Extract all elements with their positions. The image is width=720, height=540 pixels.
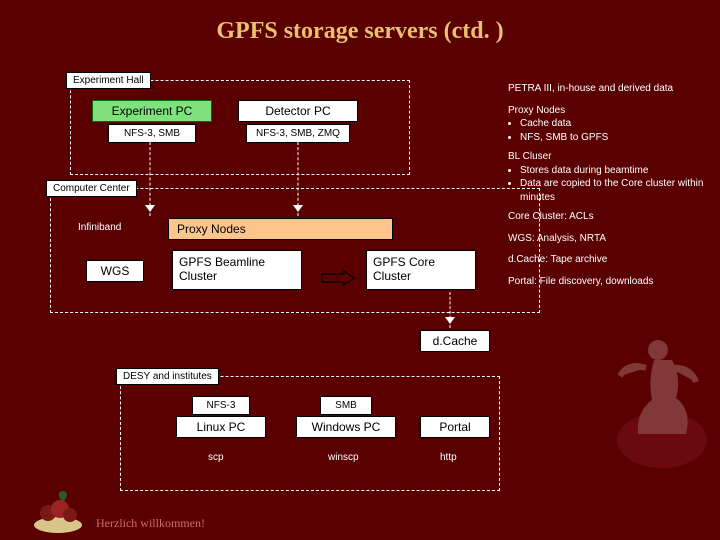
gpfs-beamline-box: GPFS Beamline Cluster xyxy=(172,250,302,290)
wgs-note: WGS: Analysis, NRTA xyxy=(508,232,708,246)
bl-note-list: Stores data during beamtime Data are cop… xyxy=(508,164,708,205)
core-note: Core Cluster: ACLs xyxy=(508,210,708,224)
portal-tool: http xyxy=(440,452,457,463)
arrow-beamline-to-core xyxy=(320,270,356,286)
linux-pc-box: Linux PC xyxy=(176,416,266,438)
linux-tool: scp xyxy=(208,452,224,463)
gpfs-core-box: GPFS Core Cluster xyxy=(366,250,476,290)
portal-box: Portal xyxy=(420,416,490,438)
dcache-note: d.Cache: Tape archive xyxy=(508,253,708,267)
dancer-decoration xyxy=(592,320,712,470)
bl-note-title: BL Cluser xyxy=(508,150,708,164)
wgs-box: WGS xyxy=(86,260,144,282)
windows-protocol: SMB xyxy=(320,396,372,415)
desy-label: DESY and institutes xyxy=(116,368,219,385)
portal-note: Portal: File discovery, downloads xyxy=(508,275,708,289)
notes-block: PETRA III, in-house and derived data Pro… xyxy=(508,82,708,288)
slide-title: GPFS storage servers (ctd. ) xyxy=(0,0,720,45)
petra-note: PETRA III, in-house and derived data xyxy=(508,82,708,96)
proxy-nodes-bar: Proxy Nodes xyxy=(168,218,393,240)
computer-center-label: Computer Center xyxy=(46,180,137,197)
corner-decoration xyxy=(30,489,90,534)
proxy-note-list: Cache data NFS, SMB to GPFS xyxy=(508,117,708,144)
experiment-pc-protocols: NFS-3, SMB xyxy=(108,124,196,143)
proxy-note-title: Proxy Nodes xyxy=(508,104,708,118)
greeting-text: Herzlich willkommen! xyxy=(96,516,205,531)
detector-pc-box: Detector PC xyxy=(238,100,358,122)
experiment-hall-label: Experiment Hall xyxy=(66,72,151,89)
windows-pc-box: Windows PC xyxy=(296,416,396,438)
windows-tool: winscp xyxy=(328,452,359,463)
dcache-box: d.Cache xyxy=(420,330,490,352)
detector-pc-protocols: NFS-3, SMB, ZMQ xyxy=(246,124,350,143)
experiment-pc-box: Experiment PC xyxy=(92,100,212,122)
linux-protocol: NFS-3 xyxy=(192,396,250,415)
infiniband-label: Infiniband xyxy=(78,222,121,233)
